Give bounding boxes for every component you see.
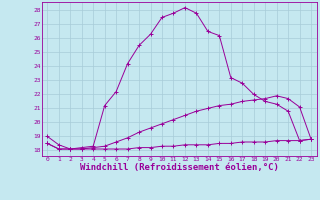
X-axis label: Windchill (Refroidissement éolien,°C): Windchill (Refroidissement éolien,°C) [80,163,279,172]
